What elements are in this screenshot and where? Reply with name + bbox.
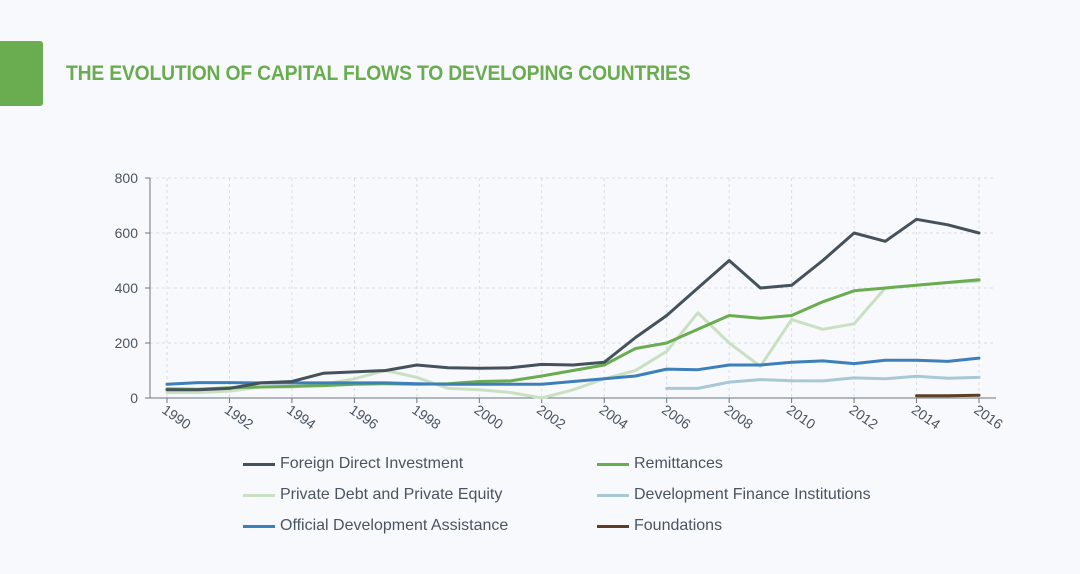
series-line-foreign-direct-investment [165,217,981,392]
x-tick-label: 2008 [721,401,756,432]
x-tick-label: 2002 [534,401,569,432]
series-line-official-development-assistance [165,356,981,386]
chart-grid [150,177,996,398]
x-tick-label: 1996 [347,401,382,432]
x-tick-label: 1994 [284,401,319,432]
series-line-development-finance-institutions [665,374,981,390]
y-tick-label: 600 [115,225,139,241]
series-line-remittances [165,278,981,391]
y-tick-label: 200 [115,335,139,351]
x-tick-label: 2010 [784,401,819,432]
chart-axes [145,177,996,403]
x-tick-label: 1998 [409,401,444,432]
series-line-foundations [915,393,981,398]
x-tick-label: 2014 [909,401,944,432]
y-tick-label: 800 [115,170,139,186]
x-tick-label: 2012 [846,401,881,432]
chart-series [165,217,981,400]
y-tick-label: 0 [130,390,138,406]
x-tick-label: 2004 [597,401,632,432]
x-tick-label: 1992 [222,401,257,432]
title-accent-bar [0,41,43,106]
x-tick-label: 2016 [971,401,1006,432]
x-tick-label: 2000 [472,401,507,432]
y-tick-label: 400 [115,280,139,296]
x-tick-label: 2006 [659,401,694,432]
x-tick-label: 1990 [159,401,194,432]
page-title: THE EVOLUTION OF CAPITAL FLOWS TO DEVELO… [66,62,691,85]
